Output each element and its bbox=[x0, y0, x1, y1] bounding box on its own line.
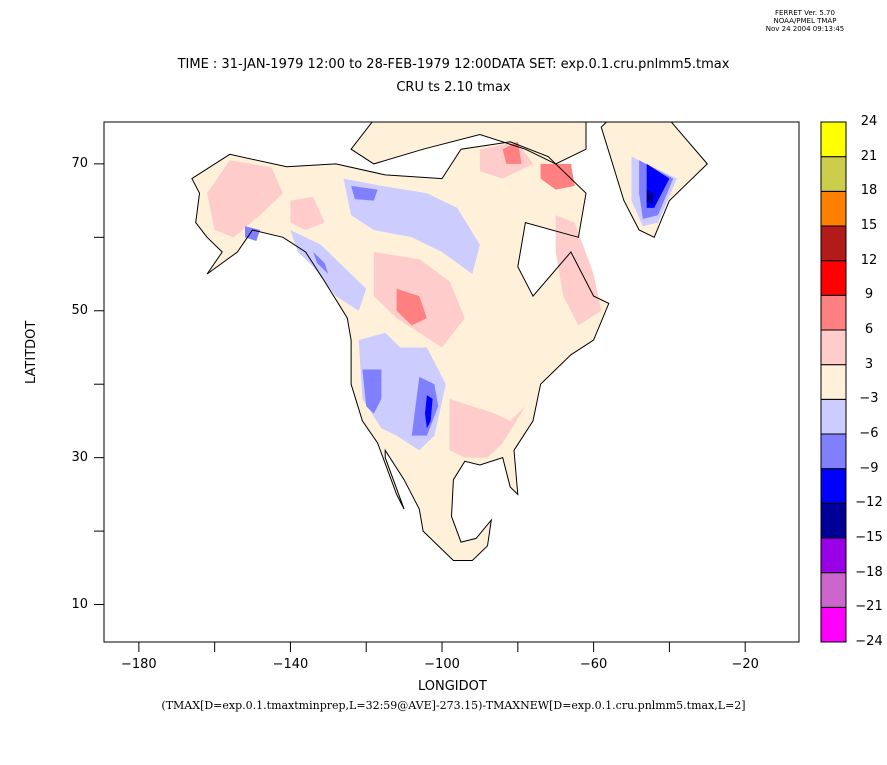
colorbar-label: 18 bbox=[860, 183, 878, 199]
region-prairies-hot bbox=[396, 288, 427, 326]
region-arctic-islands-base bbox=[351, 122, 586, 164]
anomaly-field bbox=[191, 122, 708, 561]
region-alaska-warm bbox=[207, 160, 283, 238]
coastline-arctic-islands bbox=[350, 122, 587, 165]
variable-expression: (TMAX[D=exp.0.1.tmaxtminprep,L=32:59@AVE… bbox=[161, 699, 746, 712]
x-tick-label: −60 bbox=[579, 657, 608, 672]
coastlines bbox=[191, 122, 708, 561]
organization: NOAA/PMEL TMAP bbox=[773, 17, 837, 25]
region-colorado-cold bbox=[411, 376, 439, 436]
y-tick-label: 30 bbox=[71, 449, 88, 465]
colorbar-label: −3 bbox=[859, 391, 879, 407]
region-se-us-warm bbox=[449, 398, 526, 458]
region-nevada-cold bbox=[362, 369, 382, 414]
colorbar-swatch bbox=[820, 537, 847, 574]
y-axis-label: LATITDOT bbox=[24, 320, 39, 384]
colorbar-swatch bbox=[820, 260, 847, 296]
colorbar-label: 6 bbox=[864, 322, 874, 337]
region-yukon-warm bbox=[290, 196, 325, 230]
region-greenland-dark bbox=[646, 189, 655, 205]
colorbar-label: −15 bbox=[855, 530, 883, 545]
x-tick-label: −20 bbox=[731, 657, 759, 672]
region-bc-cool bbox=[290, 230, 367, 311]
x-axis-label: LONGIDOT bbox=[418, 679, 487, 694]
plot-title-line1: TIME : 31-JAN-1979 12:00 to 28-FEB-1979 … bbox=[177, 57, 730, 72]
colorbar-label: 21 bbox=[860, 148, 878, 164]
colorbar-swatch bbox=[820, 572, 847, 608]
plot-frame bbox=[103, 121, 800, 643]
colorbar-label: −24 bbox=[855, 634, 883, 649]
colorbar-label: −9 bbox=[859, 460, 879, 476]
region-nwt-cool bbox=[343, 178, 480, 274]
coastline-north-america bbox=[191, 141, 610, 561]
colorbar-swatch bbox=[820, 364, 847, 400]
region-baffin-hot bbox=[540, 163, 575, 190]
y-tick-label: 50 bbox=[71, 302, 88, 318]
colorbar-label: 24 bbox=[860, 114, 878, 129]
colorbar-swatch bbox=[820, 329, 847, 366]
colorbar-swatch bbox=[820, 433, 847, 470]
colorbar-label: 15 bbox=[860, 218, 878, 233]
colorbar-swatch bbox=[820, 468, 847, 504]
coastline-greenland bbox=[600, 122, 708, 238]
colorbar-label: 12 bbox=[860, 252, 878, 268]
colorbar-swatch bbox=[820, 294, 847, 331]
colorbar-swatch bbox=[820, 121, 847, 158]
colorbar-swatch bbox=[820, 225, 847, 262]
colorbar-label: 9 bbox=[864, 287, 874, 303]
colorbar-label: −18 bbox=[855, 564, 883, 580]
colorbar-swatch bbox=[820, 156, 847, 192]
colorbar-swatch bbox=[820, 502, 847, 539]
colorbar-swatch bbox=[820, 606, 847, 643]
ferret-version: FERRET Ver. 5.70 bbox=[775, 9, 835, 17]
region-anchorage-cold bbox=[245, 226, 261, 241]
x-tick-label: −140 bbox=[272, 657, 309, 672]
colorbar-label: −21 bbox=[855, 599, 883, 615]
y-axis-ticks bbox=[94, 163, 104, 606]
region-bc-cold bbox=[313, 252, 329, 274]
colorbar-swatch bbox=[820, 190, 847, 227]
plot-title-line2: CRU ts 2.10 tmax bbox=[396, 80, 511, 95]
region-quebec-warm bbox=[555, 215, 602, 326]
colorbar-label: −12 bbox=[855, 495, 883, 511]
y-tick-label: 70 bbox=[71, 155, 88, 171]
colorbar bbox=[820, 121, 847, 643]
colorbar-swatch bbox=[820, 398, 847, 435]
x-tick-label: −180 bbox=[121, 657, 157, 672]
region-colorado-vcold bbox=[425, 395, 433, 429]
colorbar-label: 3 bbox=[864, 356, 874, 372]
region-nwt-cold bbox=[351, 185, 378, 201]
colorbar-label: −6 bbox=[859, 426, 879, 441]
x-axis-ticks bbox=[138, 642, 746, 652]
x-tick-label: −100 bbox=[424, 657, 460, 672]
y-tick-label: 10 bbox=[71, 596, 88, 612]
region-ellesmere-hot bbox=[502, 141, 522, 164]
plot-timestamp: Nov 24 2004 09:13:45 bbox=[765, 25, 845, 33]
